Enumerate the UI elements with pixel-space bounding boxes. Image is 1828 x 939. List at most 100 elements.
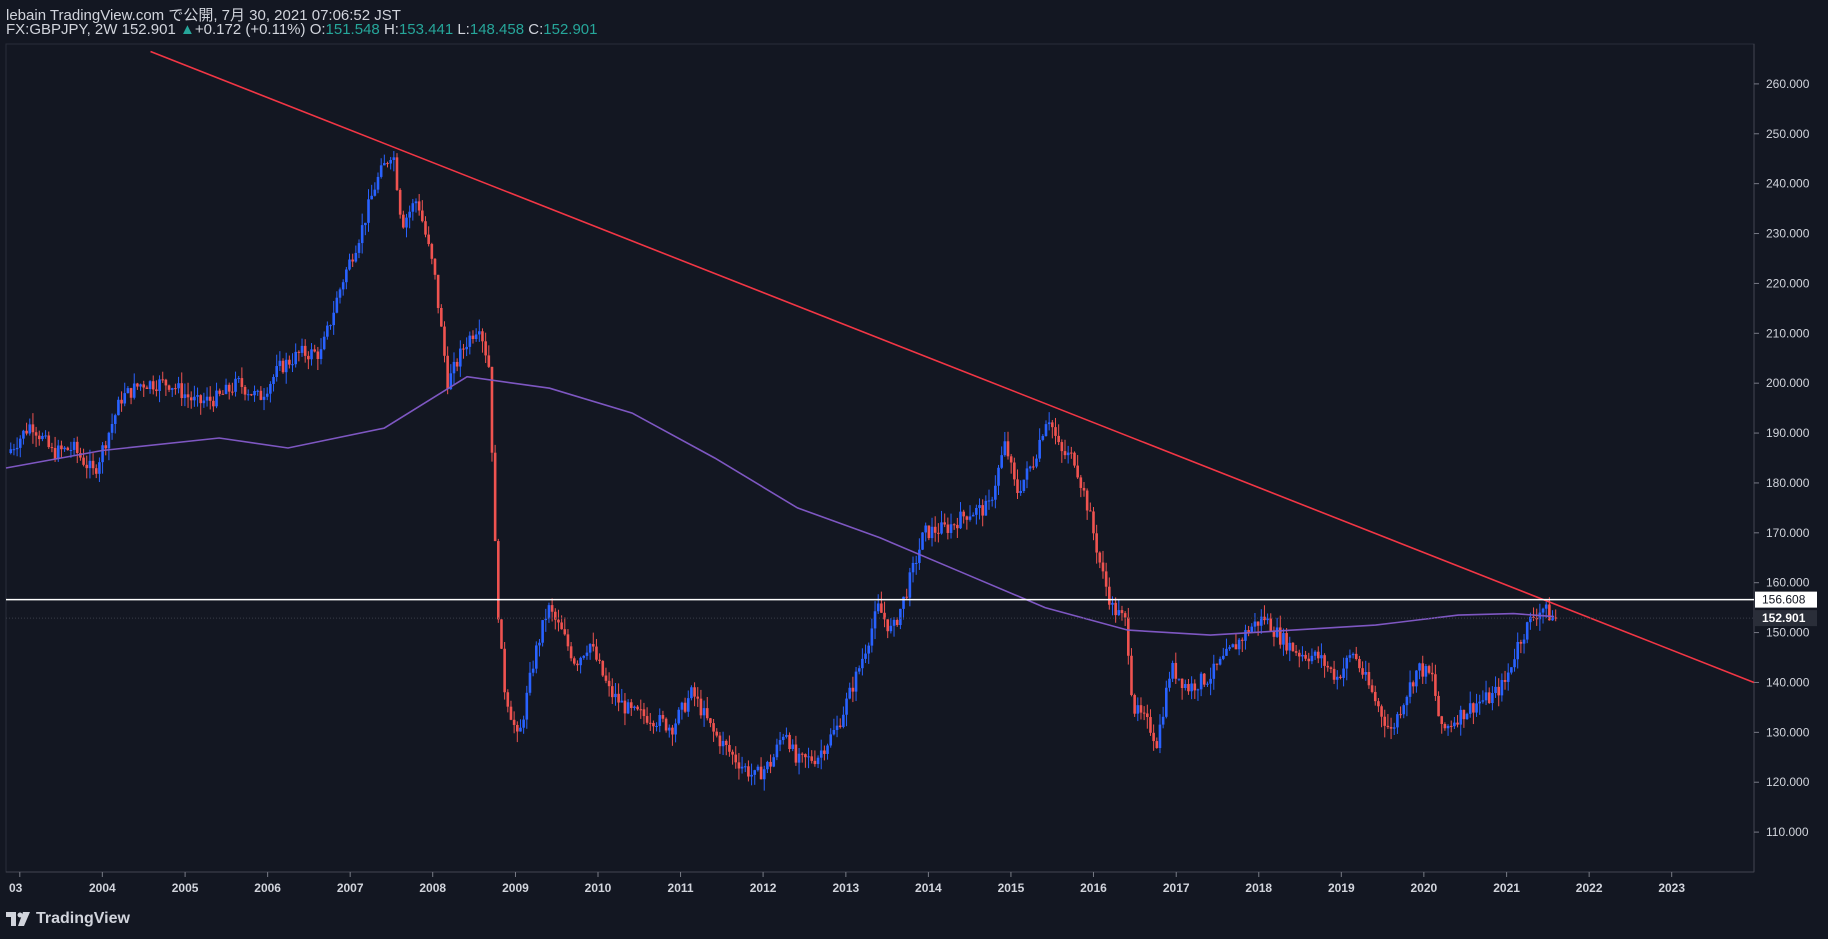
candle-body (234, 378, 237, 392)
candle-body (98, 462, 101, 474)
candle-body (1041, 435, 1045, 440)
candle-body (617, 693, 620, 703)
candle-body (427, 234, 430, 245)
time-tick-label: 2004 (89, 881, 116, 895)
candle-body (965, 516, 969, 520)
candle-body (41, 435, 44, 440)
candle-body (550, 605, 554, 612)
candle-body (870, 628, 874, 646)
candle-body (357, 243, 361, 253)
candle-body (1234, 644, 1238, 650)
high-value: 153.441 (398, 21, 454, 38)
candle-body (22, 430, 25, 439)
candle-body (1013, 462, 1016, 480)
candle-body (800, 753, 804, 755)
candle-body (1468, 703, 1472, 714)
candle-body (408, 211, 411, 218)
candle-body (452, 361, 456, 374)
candle-body (262, 396, 266, 400)
candle-body (88, 460, 92, 469)
candle-body (781, 736, 785, 741)
candle-body (645, 716, 649, 723)
candle-body (1022, 479, 1026, 491)
candle-body (256, 390, 260, 392)
candle-body (1386, 725, 1390, 728)
candle-body (956, 524, 959, 529)
candle-body (1095, 533, 1098, 553)
candle-body (702, 708, 706, 716)
candle-body (747, 766, 750, 777)
candle-body (661, 715, 665, 719)
candle-body (1190, 683, 1193, 692)
candle-body (978, 505, 981, 508)
candle-body (525, 692, 529, 720)
candle-body (1256, 621, 1260, 626)
candle-body (1171, 662, 1174, 679)
candle-body (1541, 608, 1545, 613)
candle-body (1183, 684, 1187, 689)
candle-body (177, 383, 180, 389)
candle-body (664, 718, 668, 731)
candle-body (769, 761, 772, 767)
candle-body (284, 359, 288, 373)
candle-body (509, 706, 513, 720)
candle-body (1399, 714, 1402, 716)
candle-body (1089, 510, 1092, 512)
price-axis[interactable]: 110.000 120.000 130.000 140.000 150.000 160.0… (1754, 77, 1810, 839)
candle-body (1297, 652, 1301, 657)
candle-body (123, 393, 127, 404)
candle-body (69, 449, 73, 451)
candle-body (1494, 686, 1497, 694)
candle-body (522, 719, 525, 728)
time-axis[interactable]: 03 2004 2005 2006 2007 2008 2009 2010 2011 2012 20… (9, 872, 1685, 895)
time-tick-label: 03 (9, 881, 23, 895)
candle-body (1456, 722, 1459, 725)
price-tick-label: 190.000 (1766, 426, 1810, 440)
symbol-legend[interactable]: FX:GBPJPY, 2W 152.901 ▲+0.172 (+0.11%) O… (6, 21, 598, 38)
price-tick-label: 210.000 (1766, 326, 1810, 340)
candle-body (889, 625, 893, 632)
candle-body (1177, 678, 1181, 680)
brand-footer[interactable]: TradingView (6, 910, 130, 928)
candle-body (1313, 651, 1317, 656)
candle-body (712, 723, 715, 732)
candle-body (667, 727, 671, 731)
candle-body (1500, 679, 1504, 696)
candle-body (579, 657, 582, 666)
candle-body (693, 687, 696, 697)
candle-body (227, 384, 231, 392)
candle-body (297, 351, 301, 353)
candle-body (1525, 622, 1529, 640)
candle-body (1221, 655, 1225, 659)
candle-body (512, 719, 516, 725)
candle-body (417, 201, 421, 211)
candle-body (1133, 695, 1136, 714)
price-tick-label: 120.000 (1766, 775, 1810, 789)
candle-body (899, 608, 902, 626)
candle-body (1411, 682, 1415, 687)
candle-body (1421, 663, 1425, 677)
candle-body (294, 351, 297, 365)
candles (9, 151, 1557, 791)
candle-body (79, 453, 82, 458)
candle-body (37, 435, 41, 440)
candle-body (1209, 678, 1212, 684)
candle-body (756, 766, 760, 771)
candle-body (433, 258, 437, 275)
candle-body (1123, 613, 1127, 618)
candle-body (392, 157, 396, 161)
candle-body (436, 274, 440, 308)
candle-body (867, 645, 871, 654)
candle-body (807, 756, 810, 758)
candle-body (1285, 633, 1288, 651)
candle-body (1127, 617, 1130, 656)
candle-body (1044, 424, 1048, 436)
candle-body (1174, 662, 1178, 679)
candle-body (193, 396, 196, 401)
candle-body (1443, 724, 1447, 729)
candle-body (250, 394, 253, 396)
candle-body (569, 646, 573, 659)
candle-body (465, 346, 468, 350)
candle-body (1073, 452, 1076, 466)
